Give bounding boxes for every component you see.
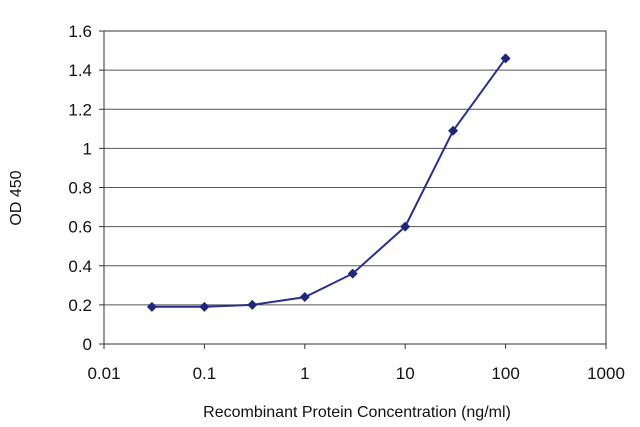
- data-point: [199, 301, 210, 312]
- y-tick-label: 0.2: [68, 296, 92, 315]
- axes: [99, 30, 607, 349]
- series-line: [151, 57, 507, 308]
- x-tick-labels: 0.01 0.1 1 10 100 1000: [87, 364, 624, 383]
- grid-lines: [104, 30, 606, 306]
- data-point: [448, 125, 459, 136]
- y-tick-label: 1.2: [68, 100, 92, 119]
- y-axis-label: OD 450: [8, 170, 25, 225]
- data-point: [299, 292, 310, 303]
- data-point: [347, 268, 358, 279]
- y-tick-label: 0.4: [68, 257, 92, 276]
- data-point: [247, 299, 258, 310]
- x-tick-label: 0.01: [87, 364, 120, 383]
- y-tick-label: 0.6: [68, 218, 92, 237]
- data-point: [146, 301, 157, 312]
- x-tick-label: 10: [396, 364, 415, 383]
- series-group: [146, 53, 511, 312]
- y-tick-label: 0.8: [68, 179, 92, 198]
- x-tick-label: 1: [300, 364, 309, 383]
- x-tick-label: 0.1: [193, 364, 217, 383]
- x-axis-label: Recombinant Protein Concentration (ng/ml…: [203, 404, 511, 421]
- y-tick-label: 1.6: [68, 22, 92, 41]
- y-tick-label: 1.4: [68, 61, 92, 80]
- y-tick-label: 0: [83, 335, 92, 354]
- x-tick-label: 100: [491, 364, 519, 383]
- data-point: [400, 221, 411, 232]
- plot-frame: [103, 30, 607, 345]
- y-tick-labels: 0 0.2 0.4 0.6 0.8 1 1.2 1.4 1.6: [68, 22, 92, 354]
- data-point: [500, 53, 511, 64]
- y-tick-label: 1: [83, 139, 92, 158]
- x-tick-label: 1000: [587, 364, 625, 383]
